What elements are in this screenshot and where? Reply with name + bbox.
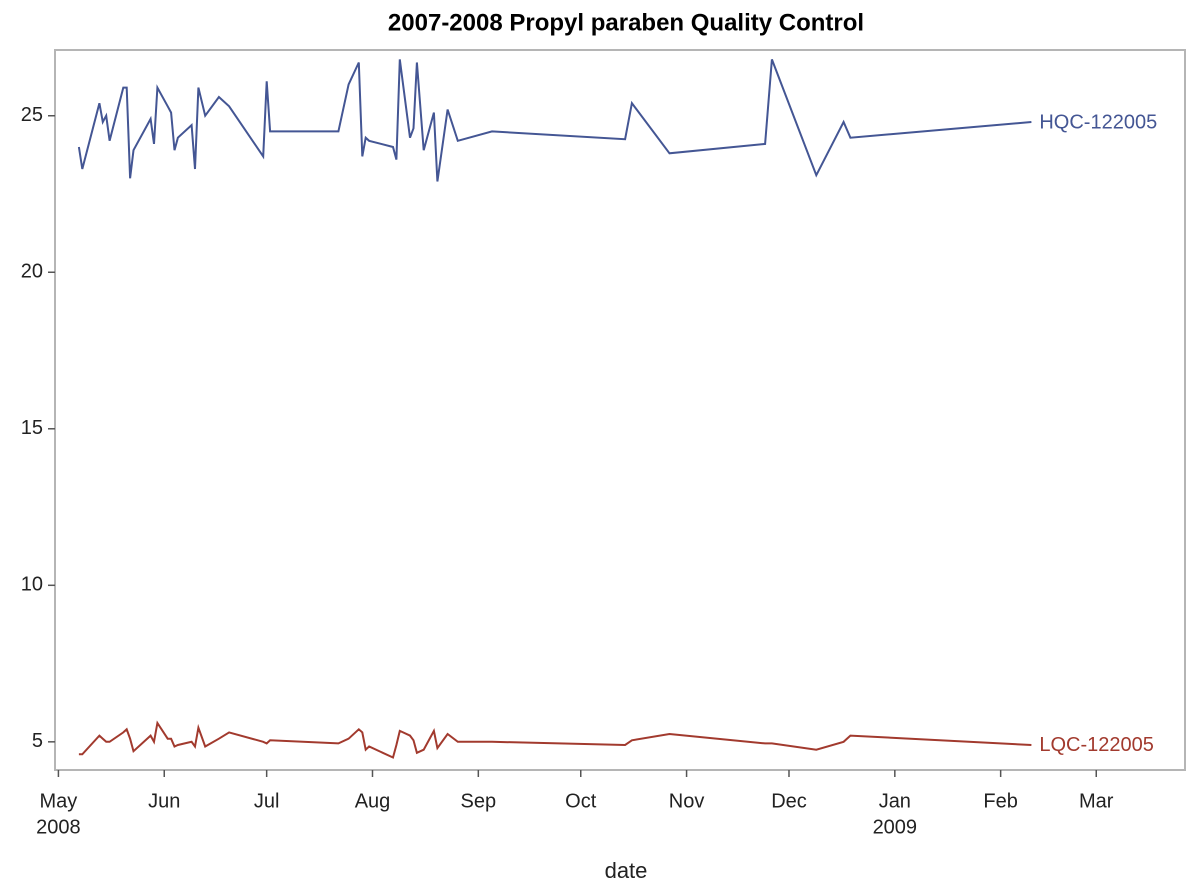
x-tick-label: Sep <box>461 790 497 812</box>
x-tick-label: Oct <box>565 790 597 812</box>
y-tick-label: 5 <box>32 730 43 752</box>
y-tick-label: 10 <box>21 574 43 596</box>
x-tick-year: 2008 <box>36 816 81 838</box>
chart-title: 2007-2008 Propyl paraben Quality Control <box>388 9 864 36</box>
series-label: HQC-122005 <box>1039 111 1157 133</box>
x-axis-label: date <box>605 858 648 883</box>
x-tick-label: Feb <box>983 790 1017 812</box>
x-tick-label: Aug <box>355 790 391 812</box>
y-tick-label: 20 <box>21 261 43 283</box>
series-label: LQC-122005 <box>1039 734 1154 756</box>
x-tick-label: Nov <box>669 790 705 812</box>
x-tick-label: Mar <box>1079 790 1114 812</box>
y-tick-label: 15 <box>21 417 43 439</box>
y-tick-label: 25 <box>21 104 43 126</box>
x-tick-label: May <box>40 790 78 812</box>
series-line <box>78 720 1032 759</box>
x-tick-label: Dec <box>771 790 807 812</box>
series-line <box>77 59 1032 182</box>
x-tick-year: 2009 <box>873 816 918 838</box>
x-tick-label: Jan <box>879 790 911 812</box>
plot-frame <box>54 49 1186 771</box>
x-tick-label: Jul <box>254 790 280 812</box>
x-tick-label: Jun <box>148 790 180 812</box>
